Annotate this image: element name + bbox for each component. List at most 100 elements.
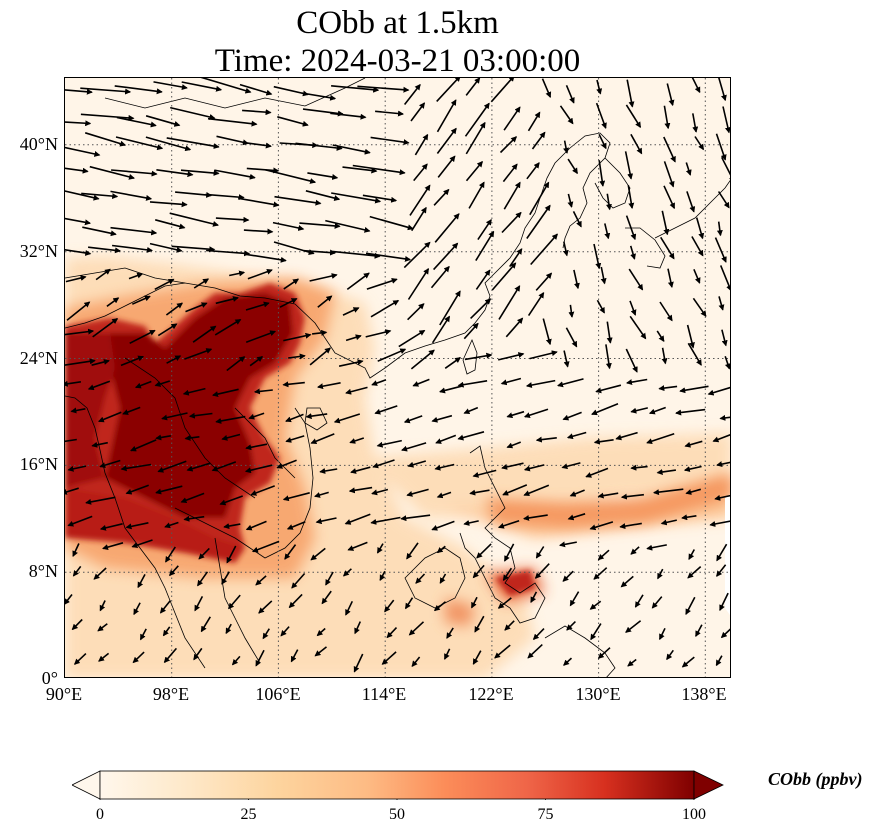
wind-arrow [95,268,111,281]
wind-arrow [691,78,701,94]
wind-arrow [73,653,87,665]
wind-arrow [630,546,640,555]
wind-arrow [505,317,524,338]
wind-arrow [398,329,426,348]
wind-arrow [720,628,730,639]
wind-arrow [114,85,163,95]
wind-arrow [593,438,614,445]
wind-arrow [439,290,461,326]
wind-arrow [619,522,642,530]
wind-arrow [249,356,264,367]
wind-arrow [305,190,341,201]
wind-arrow [656,330,665,343]
wind-arrow [279,297,298,308]
wind-arrow [685,488,702,495]
wind-arrow [559,105,574,125]
wind-arrow [200,78,252,94]
wind-arrow [72,543,80,558]
wind-arrow [470,298,492,319]
wind-arrow [80,87,132,95]
wind-arrow [695,217,705,240]
lon-tick-label: 98°E [152,684,190,704]
wind-arrow [691,236,704,257]
wind-arrow [436,491,452,499]
lon-tick-label: 122°E [468,684,514,704]
wind-arrow [406,488,429,497]
wind-arrow [169,212,219,227]
wind-arrow [714,237,727,263]
wind-arrow [724,356,730,370]
wind-arrow [244,464,273,474]
wind-arrow [566,621,576,631]
wind-arrow [165,546,176,563]
wind-arrow [283,332,312,342]
wind-arrow [598,160,606,187]
wind-arrow [457,380,488,388]
wind-arrow [500,377,522,386]
wind-arrow [663,136,676,163]
wind-arrow [243,228,274,235]
wind-arrow [446,627,454,639]
wind-arrow [625,348,638,373]
wind-arrow [666,649,674,661]
wind-arrow [657,568,664,580]
wind-arrow [65,88,93,95]
wind-arrow [229,270,246,277]
wind-arrow [314,646,327,657]
wind-arrow [65,380,82,387]
wind-arrow [139,628,147,641]
wind-arrow [436,545,446,554]
wind-arrow [625,215,637,241]
wind-arrow [98,652,110,662]
wind-arrow [491,262,517,291]
wind-arrow [319,468,338,474]
wind-arrow [653,488,684,496]
wind-arrow [125,522,149,530]
wind-arrow [712,433,730,443]
wind-arrow [465,121,486,155]
wind-arrow [681,514,697,521]
wind-arrow [333,413,361,424]
wind-arrow [181,81,223,92]
wind-arrow [198,547,210,560]
wind-arrow [307,172,339,180]
wind-arrow [646,432,675,445]
wind-arrow [709,520,730,527]
wind-arrow [357,85,410,93]
wind-arrow [285,413,304,423]
wind-arrow [559,541,577,548]
wind-arrow [663,161,675,188]
wind-arrow [688,549,696,560]
wind-arrow [215,216,250,223]
wind-arrow [687,342,702,366]
wind-arrow [102,542,124,551]
wind-arrow [597,492,619,499]
wind-arrow [679,385,709,394]
wind-arrow [352,164,406,176]
wind-arrow [65,217,91,226]
wind-arrow [317,295,333,308]
wind-arrow [131,295,151,305]
wind-arrow [316,627,326,637]
wind-arrow [502,567,513,582]
wind-arrow [403,83,421,105]
wind-arrow [193,278,210,289]
wind-arrow [567,513,586,521]
wind-arrow [309,347,331,366]
wind-arrow [370,136,410,146]
wind-arrow [255,649,265,667]
lon-tick-label: 130°E [575,684,621,704]
wind-arrow [216,135,249,146]
wind-arrow [65,594,73,605]
wind-arrow [693,268,701,284]
wind-arrow [562,411,582,421]
wind-arrow [634,594,644,608]
wind-arrow [366,278,398,290]
wind-arrow [464,352,493,361]
wind-arrow [111,169,158,177]
wind-arrow [663,105,671,130]
wind-arrow [65,249,92,256]
wind-arrow [436,127,457,154]
wind-arrow [193,647,203,661]
wind-arrow [686,324,695,349]
